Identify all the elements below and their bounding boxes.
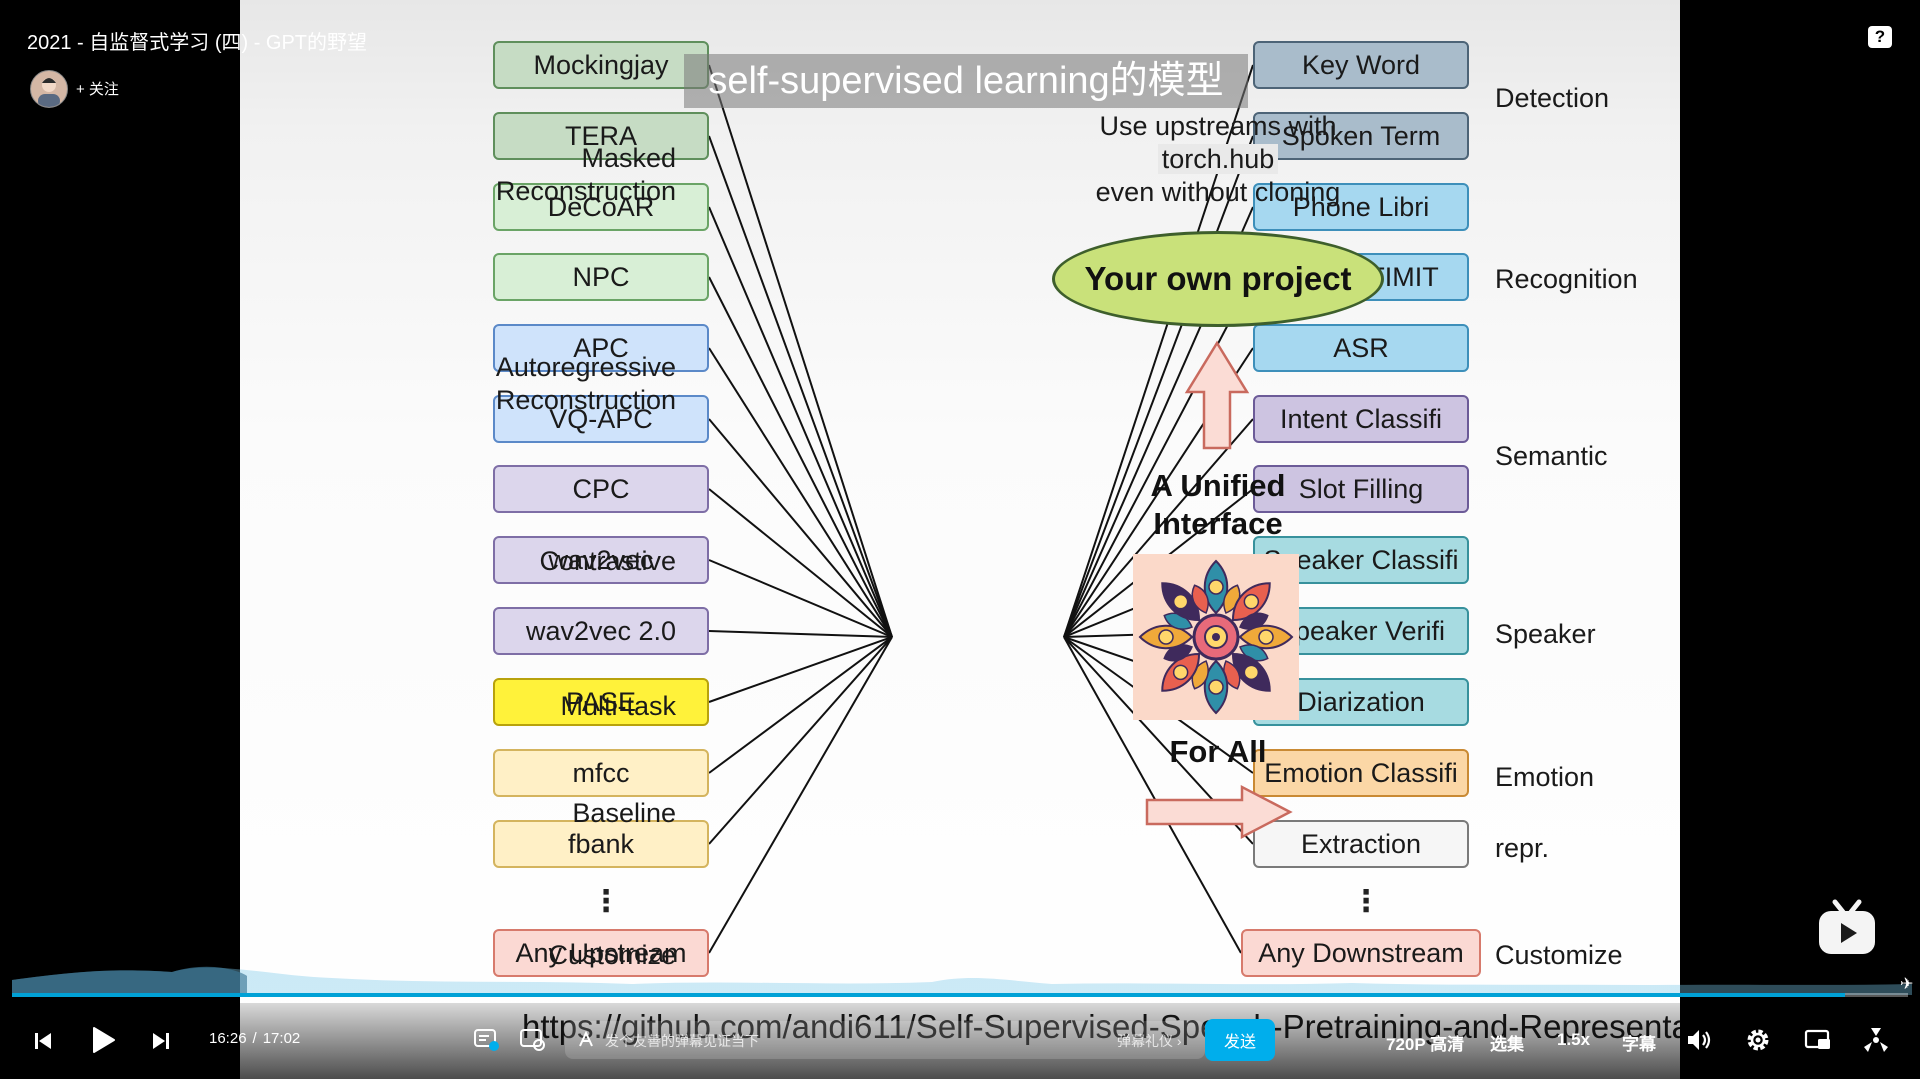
downstream-box-any-downstream: Any Downstream <box>1241 929 1481 977</box>
downstream-link-phone-timit <box>1063 276 1254 638</box>
video-title: 2021 - 自监督式学习 (四) - GPT的野望 <box>27 32 368 54</box>
group-label-repr: repr. <box>1495 833 1550 863</box>
downstream-ellipsis: ⋮ <box>1351 885 1381 918</box>
upstream-box-decoar: DeCoAR <box>493 183 709 231</box>
danmaku-placeholder: 发个友善的弹幕见证当下 <box>605 1033 759 1049</box>
group-label-customize-down: Customize <box>1495 940 1623 970</box>
upstream-box-wav2vec: wav2vec <box>493 536 709 584</box>
upstream-link-decoar <box>708 206 893 638</box>
upstream-box-mfcc: mfcc <box>493 749 709 797</box>
upstream-link-npc <box>708 276 893 638</box>
progress-bar[interactable] <box>12 993 1908 997</box>
group-label-emotion: Emotion <box>1495 762 1595 792</box>
mandala-logo-icon <box>1133 554 1299 720</box>
picture-in-picture-icon[interactable] <box>1804 1028 1832 1052</box>
downstream-link-intent-classifi <box>1063 418 1254 638</box>
upstream-box-npc: NPC <box>493 253 709 301</box>
quality-selector[interactable]: 720P 高清 <box>1386 1035 1465 1054</box>
upstream-box-vq-apc: VQ-APC <box>493 395 709 443</box>
group-label-recognition: Recognition <box>1495 264 1638 294</box>
group-label-multitask: Multi-task <box>560 691 676 721</box>
upstream-link-fbank <box>708 636 893 845</box>
own-project-ellipse: Your own project <box>1052 231 1384 327</box>
downstream-box-key-word: Key Word <box>1253 41 1469 89</box>
downstream-box-intent-classifi: Intent Classifi <box>1253 395 1469 443</box>
danmaku-settings-icon[interactable] <box>520 1028 546 1052</box>
follow-button[interactable]: + 关注 <box>76 81 119 98</box>
upstream-link-cpc <box>708 488 893 638</box>
group-label-masked: Masked Reconstruction <box>495 143 676 206</box>
play-icon[interactable] <box>90 1026 116 1054</box>
group-label-customize-up: Customize <box>548 940 676 970</box>
progress-fill <box>12 993 1846 997</box>
help-icon[interactable]: ? <box>1868 26 1892 48</box>
unified-interface-title: A Unified Interface <box>1150 468 1286 541</box>
upstream-link-mfcc <box>708 636 893 774</box>
subtitle-caption: self-supervised learning的模型 <box>684 54 1248 108</box>
upstream-link-vq-apc <box>708 418 893 638</box>
downstream-box-emotion-classifi: Emotion Classifi <box>1253 749 1469 797</box>
upstream-link-wav2vec <box>708 559 893 638</box>
downstream-box-slot-filling: Slot Filling <box>1253 465 1469 513</box>
upstream-box-tera: TERA <box>493 112 709 160</box>
upstream-box-mockingjay: Mockingjay <box>493 41 709 89</box>
torch-hub-code: torch.hub <box>1157 144 1279 174</box>
upstream-link-any-upstream <box>708 636 893 954</box>
upstream-box-pase: PASE <box>493 678 709 726</box>
group-label-autoregressive: Autoregressive Reconstruction <box>495 352 676 415</box>
danmaku-toggle-icon[interactable] <box>474 1028 500 1052</box>
group-label-detection: Detection <box>1495 83 1610 113</box>
downstream-box-extraction: Extraction <box>1253 820 1469 868</box>
progress-heatmap <box>12 966 1912 995</box>
right-arrow-icon <box>1145 784 1293 840</box>
send-button[interactable]: 发送 <box>1205 1019 1275 1061</box>
downstream-box-spoken-term: Spoken Term <box>1253 112 1469 160</box>
group-label-semantic: Semantic <box>1495 441 1608 471</box>
upstream-box-cpc: CPC <box>493 465 709 513</box>
upstream-box-wav2vec-2-0: wav2vec 2.0 <box>493 607 709 655</box>
downstream-link-any-downstream <box>1063 636 1242 954</box>
upstream-box-any-upstream: Any Upstream <box>493 929 709 977</box>
up-arrow-icon <box>1184 340 1250 450</box>
upstream-link-mockingjay <box>708 64 893 638</box>
upstream-link-apc <box>708 347 893 638</box>
downstream-box-phone-libri: Phone Libri <box>1253 183 1469 231</box>
upstream-box-fbank: fbank <box>493 820 709 868</box>
speed-selector[interactable]: 1.5x <box>1557 1030 1591 1049</box>
volume-icon[interactable] <box>1686 1027 1712 1053</box>
fullscreen-icon[interactable] <box>1862 1026 1890 1054</box>
upstream-link-wav2vec-2-0 <box>708 630 893 638</box>
total-time: 17:02 <box>262 1030 301 1047</box>
downstream-box-asr: ASR <box>1253 324 1469 372</box>
current-time: 16:26 <box>209 1030 247 1047</box>
uploader-avatar[interactable] <box>30 70 68 108</box>
upstream-link-tera <box>708 135 893 638</box>
upstream-box-apc: APC <box>493 324 709 372</box>
lecture-slide: Mockingjay TERA DeCoAR NPC APC VQ-APC CPC wav2v… <box>240 0 1680 1079</box>
next-icon[interactable] <box>150 1030 172 1052</box>
for-all-label: For All <box>1169 734 1267 769</box>
upstream-ellipsis: ⋮ <box>591 885 621 918</box>
settings-gear-icon[interactable] <box>1745 1027 1771 1053</box>
episodes-button[interactable]: 选集 <box>1490 1035 1524 1054</box>
text-style-icon[interactable] <box>577 1031 595 1049</box>
group-label-speaker: Speaker <box>1495 619 1596 649</box>
downstream-link-spoken-term <box>1063 135 1254 638</box>
time-display: 16:26/17:02 <box>209 1030 301 1047</box>
danmaku-etiquette-link[interactable]: 弹幕礼仪 › <box>1117 1033 1182 1049</box>
control-bar <box>0 1003 1920 1079</box>
bilibili-tv-icon[interactable] <box>1817 898 1877 956</box>
subtitle-button[interactable]: 字幕 <box>1622 1035 1656 1054</box>
progress-knob-icon[interactable]: ✈ <box>1900 976 1914 993</box>
torch-hub-note: Use upstreams with torch.hub even withou… <box>1095 111 1341 207</box>
group-label-baseline: Baseline <box>572 798 676 828</box>
group-label-contrastive: Contrastive <box>539 546 676 576</box>
upstream-link-pase <box>708 636 893 703</box>
prev-icon[interactable] <box>32 1030 54 1052</box>
danmaku-input[interactable]: 发个友善的弹幕见证当下 弹幕礼仪 › <box>565 1021 1205 1059</box>
